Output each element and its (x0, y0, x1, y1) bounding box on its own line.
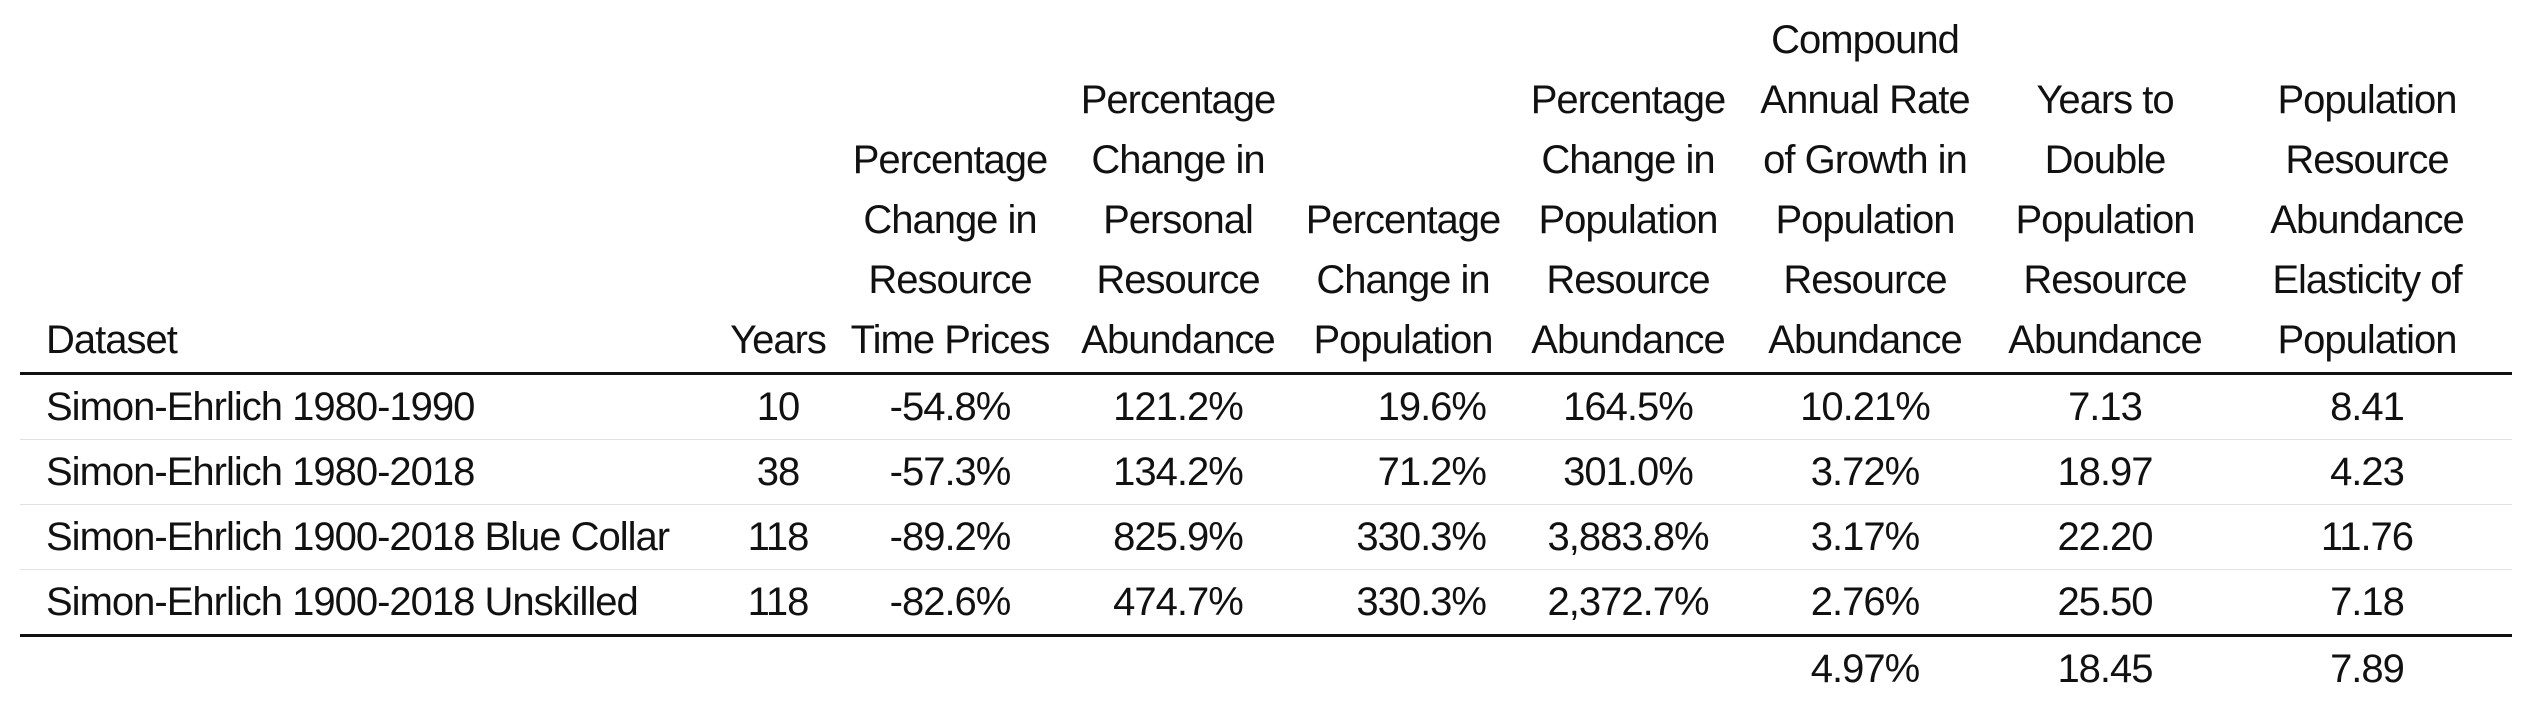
cell-compound-annual-rate: 2.76% (1742, 569, 1988, 637)
cell-pct-change-personal-abundance: 121.2% (1064, 373, 1292, 440)
cell-years: 10 (720, 373, 836, 440)
table-body: Simon-Ehrlich 1980-1990 10 -54.8% 121.2%… (20, 373, 2512, 702)
cell-pct-change-personal-abundance: 134.2% (1064, 439, 1292, 505)
cell-years: 38 (720, 439, 836, 505)
cell-years: 118 (720, 504, 836, 570)
cell-dataset: Simon-Ehrlich 1980-1990 (20, 373, 720, 440)
summary-empty-cell (1514, 636, 1742, 702)
cell-compound-annual-rate: 3.17% (1742, 504, 1988, 570)
header-pct-change-population-abundance: Percentage Change in Population Resource… (1514, 0, 1742, 375)
cell-years-to-double: 25.50 (1988, 569, 2222, 637)
abundance-table-container: Dataset Years Percentage Change in Resou… (20, 0, 2512, 701)
header-line: Double (2044, 138, 2167, 182)
header-line: Abundance (1768, 318, 1962, 362)
header-line: Abundance (1081, 318, 1275, 362)
cell-pct-change-time-prices: -57.3% (836, 439, 1064, 505)
cell-pct-change-personal-abundance: 474.7% (1064, 569, 1292, 637)
cell-years: 118 (720, 569, 836, 637)
cell-pct-change-time-prices: -54.8% (836, 373, 1064, 440)
header-years-label: Years (730, 318, 827, 362)
header-line: Population (2277, 318, 2457, 362)
cell-pct-change-population: 330.3% (1292, 504, 1514, 570)
cell-compound-annual-rate: 10.21% (1742, 373, 1988, 440)
header-pct-change-population: Percentage Change in Population (1292, 0, 1514, 375)
header-years: Years (720, 0, 836, 375)
header-line: Personal (1103, 198, 1254, 242)
header-dataset-label: Dataset (46, 318, 178, 362)
header-line: Resource (1783, 258, 1947, 302)
cell-elasticity: 8.41 (2222, 373, 2512, 440)
header-line: Population (1538, 198, 1718, 242)
cell-pct-change-time-prices: -89.2% (836, 504, 1064, 570)
header-elasticity: Population Resource Abundance Elasticity… (2222, 0, 2512, 375)
header-line: Resource (1546, 258, 1710, 302)
cell-years-to-double: 18.97 (1988, 439, 2222, 505)
header-row: Dataset Years Percentage Change in Resou… (20, 0, 2512, 375)
abundance-table: Dataset Years Percentage Change in Resou… (20, 0, 2512, 701)
cell-dataset: Simon-Ehrlich 1900-2018 Unskilled (20, 569, 720, 637)
cell-pct-change-population-abundance: 3,883.8% (1514, 504, 1742, 570)
header-line: Years to (2036, 78, 2174, 122)
header-line: Abundance (2008, 318, 2202, 362)
cell-compound-annual-rate: 3.72% (1742, 439, 1988, 505)
header-line: Time Prices (850, 318, 1051, 362)
summary-empty-cell (1064, 636, 1292, 702)
cell-pct-change-personal-abundance: 825.9% (1064, 504, 1292, 570)
table-row: Simon-Ehrlich 1980-2018 38 -57.3% 134.2%… (20, 439, 2512, 505)
summary-empty-cell (836, 636, 1064, 702)
cell-pct-change-time-prices: -82.6% (836, 569, 1064, 637)
header-pct-change-personal-abundance: Percentage Change in Personal Resource A… (1064, 0, 1292, 375)
header-line: Change in (1316, 258, 1490, 302)
header-line: Resource (2023, 258, 2187, 302)
header-line: of Growth in (1763, 138, 1968, 182)
table-row: Simon-Ehrlich 1900-2018 Blue Collar 118 … (20, 504, 2512, 570)
summary-empty-cell (20, 636, 720, 702)
cell-pct-change-population: 71.2% (1292, 439, 1514, 505)
cell-pct-change-population-abundance: 2,372.7% (1514, 569, 1742, 637)
cell-pct-change-population: 19.6% (1292, 373, 1514, 440)
header-line: Resource (1096, 258, 1260, 302)
header-line: Compound (1771, 18, 1960, 62)
cell-elasticity: 4.23 (2222, 439, 2512, 505)
cell-pct-change-population-abundance: 164.5% (1514, 373, 1742, 440)
summary-empty-cell (720, 636, 836, 702)
header-line: Percentage (852, 138, 1049, 182)
header-line: Population (2277, 78, 2457, 122)
header-line: Resource (2285, 138, 2449, 182)
header-years-to-double: Years to Double Population Resource Abun… (1988, 0, 2222, 375)
header-line: Population (1313, 318, 1493, 362)
summary-row: 4.97% 18.45 7.89 (20, 636, 2512, 702)
table-row: Simon-Ehrlich 1980-1990 10 -54.8% 121.2%… (20, 373, 2512, 440)
header-line: Resource (868, 258, 1032, 302)
summary-elasticity: 7.89 (2330, 646, 2405, 691)
table-row: Simon-Ehrlich 1900-2018 Unskilled 118 -8… (20, 569, 2512, 637)
header-dataset: Dataset (20, 0, 720, 375)
header-line: Population (2015, 198, 2195, 242)
cell-years-to-double: 22.20 (1988, 504, 2222, 570)
summary-empty-cell (1292, 636, 1514, 702)
header-line: Change in (863, 198, 1037, 242)
header-compound-annual-rate: Compound Annual Rate of Growth in Popula… (1742, 0, 1988, 375)
cell-years-to-double: 7.13 (1988, 373, 2222, 440)
summary-years-to-double: 18.45 (2057, 646, 2153, 691)
header-line: Annual Rate (1760, 78, 1970, 122)
cell-pct-change-population: 330.3% (1292, 569, 1514, 637)
header-line: Percentage (1305, 198, 1502, 242)
cell-elasticity: 7.18 (2222, 569, 2512, 637)
header-line: Change in (1091, 138, 1265, 182)
cell-elasticity: 11.76 (2222, 504, 2512, 570)
cell-dataset: Simon-Ehrlich 1900-2018 Blue Collar (20, 504, 720, 570)
table-header: Dataset Years Percentage Change in Resou… (20, 0, 2512, 375)
header-line: Abundance (2270, 198, 2464, 242)
header-line: Elasticity of (2272, 258, 2462, 302)
cell-dataset: Simon-Ehrlich 1980-2018 (20, 439, 720, 505)
header-line: Population (1775, 198, 1955, 242)
header-pct-change-time-prices: Percentage Change in Resource Time Price… (836, 0, 1064, 375)
header-line: Percentage (1080, 78, 1277, 122)
cell-pct-change-population-abundance: 301.0% (1514, 439, 1742, 505)
header-line: Change in (1541, 138, 1715, 182)
header-line: Abundance (1531, 318, 1725, 362)
summary-compound-annual-rate: 4.97% (1810, 646, 1920, 691)
header-line: Percentage (1530, 78, 1727, 122)
